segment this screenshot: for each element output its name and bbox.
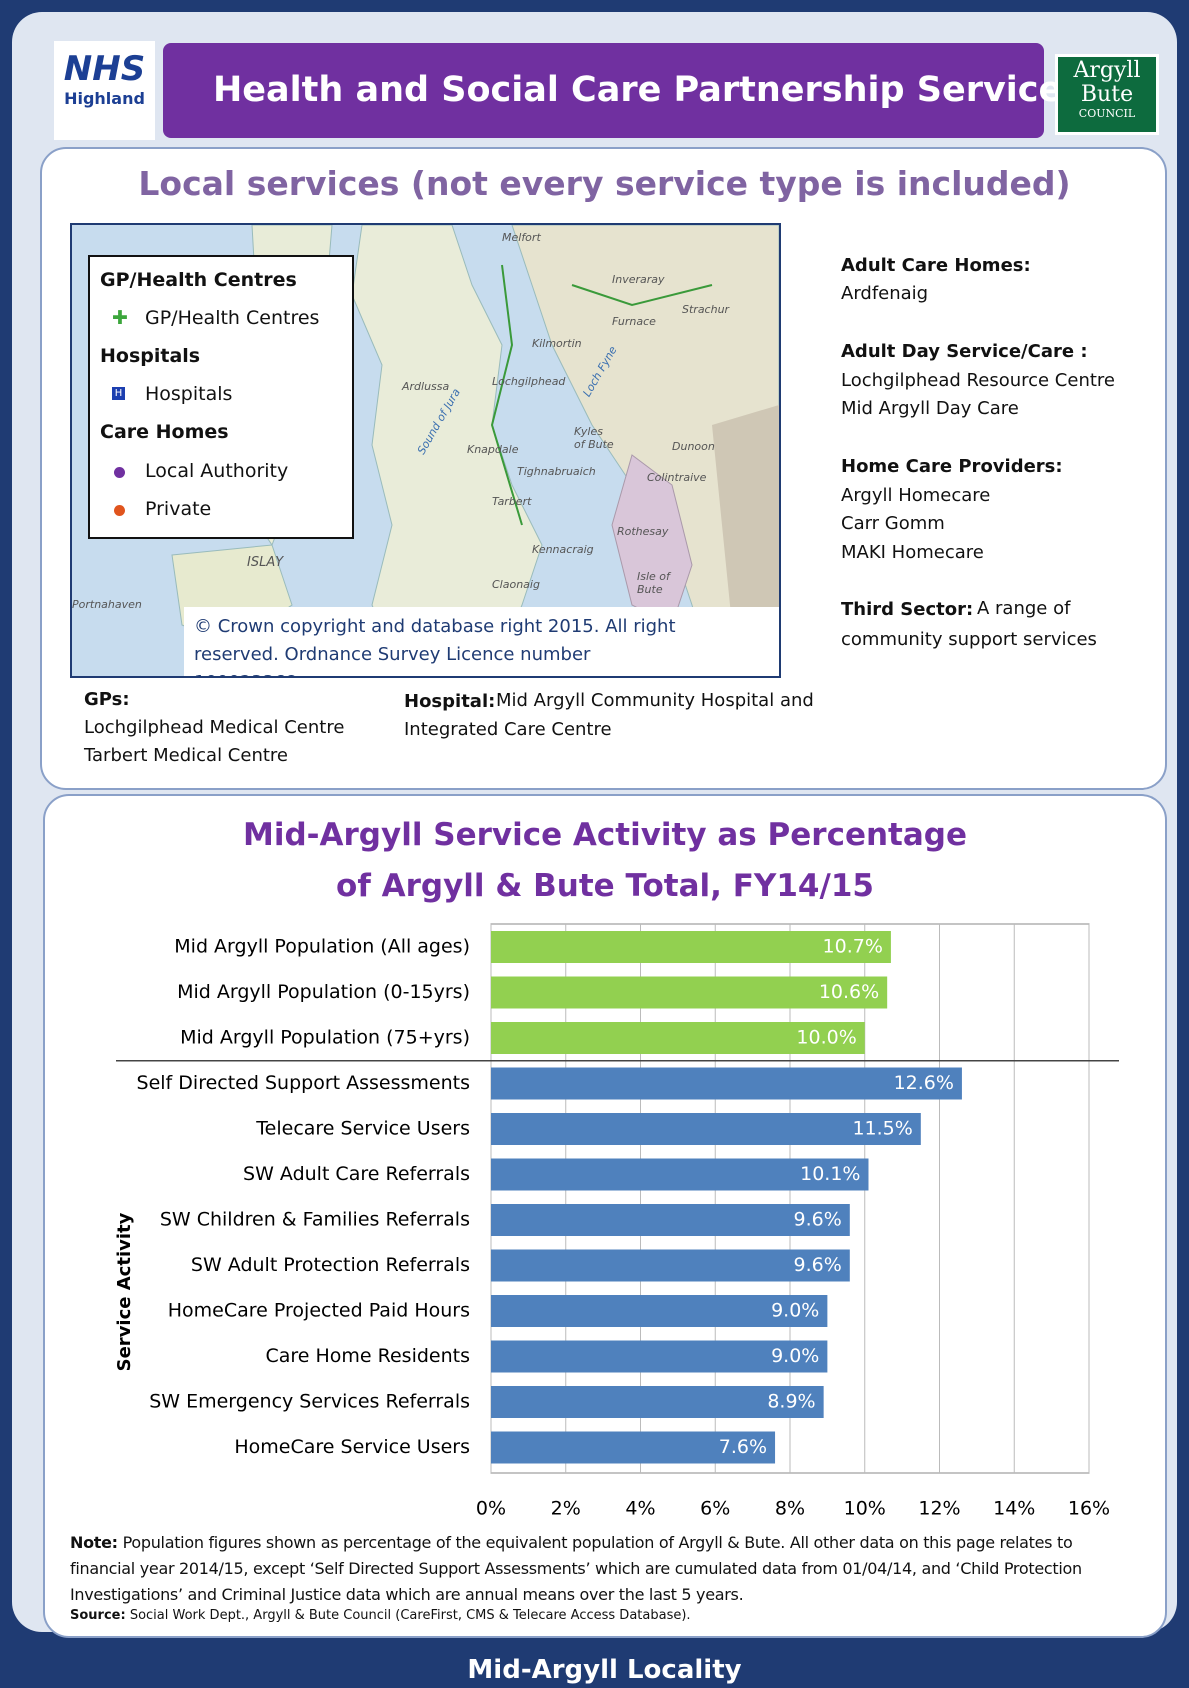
legend-item: Local Authority bbox=[145, 460, 288, 482]
chart-title: Mid-Argyll Service Activity as Percentag… bbox=[235, 810, 975, 912]
map-label: Colintraive bbox=[647, 471, 706, 484]
map-label: Kilmortin bbox=[532, 337, 582, 350]
map-legend: GP/Health Centres ✚ GP/Health Centres Ho… bbox=[88, 255, 354, 539]
map-label: Kyles of Bute bbox=[574, 425, 614, 451]
source: Source: Social Work Dept., Argyll & Bute… bbox=[70, 1608, 691, 1623]
nhs-logo: NHS Highland bbox=[54, 41, 155, 140]
map-label: Strachur bbox=[682, 303, 729, 316]
service-item: Lochgilphead Medical Centre bbox=[84, 717, 344, 738]
map-label: Ardlussa bbox=[402, 380, 449, 393]
footer: Mid-Argyll Locality bbox=[0, 1655, 1189, 1685]
legend-icon bbox=[114, 505, 125, 516]
map-label: Tarbert bbox=[492, 495, 531, 508]
page: NHS Highland Health and Social Care Part… bbox=[0, 0, 1189, 1688]
council-text: Bute bbox=[1058, 83, 1156, 107]
service-item: Carr Gomm bbox=[841, 513, 945, 534]
map-label: ISLAY bbox=[247, 555, 283, 570]
copyright-box: © Crown copyright and database right 201… bbox=[184, 607, 779, 676]
map: Melfort Inveraray Furnace Strachur Kilmo… bbox=[70, 223, 781, 678]
map-label: Claonaig bbox=[492, 578, 540, 591]
service-item: Lochgilphead Resource Centre bbox=[841, 370, 1115, 391]
map-label: Rothesay bbox=[617, 525, 668, 538]
map-label: Knapdale bbox=[467, 443, 518, 456]
map-label: Melfort bbox=[502, 231, 541, 244]
council-logo: Argyll Bute COUNCIL bbox=[1055, 54, 1159, 135]
header-bar: Health and Social Care Partnership Servi… bbox=[163, 43, 1044, 138]
source-text: Social Work Dept., Argyll & Bute Council… bbox=[130, 1608, 691, 1623]
nhs-text: NHS bbox=[54, 49, 155, 89]
map-label: Lochgilphead bbox=[492, 375, 565, 388]
service-heading: Adult Day Service/Care : bbox=[841, 341, 1088, 362]
copyright: © Crown copyright and database right 201… bbox=[184, 607, 704, 678]
section-title: Local services (not every service type i… bbox=[0, 164, 1189, 203]
note: Note: Population figures shown as percen… bbox=[70, 1530, 1140, 1608]
header-title: Health and Social Care Partnership Servi… bbox=[163, 43, 1044, 138]
map-label: Dunoon bbox=[672, 440, 715, 453]
service-heading: Adult Care Homes: bbox=[841, 255, 1031, 276]
legend-icon: ✚ bbox=[112, 307, 128, 329]
map-label: Tighnabruaich bbox=[517, 465, 596, 478]
service-item: MAKI Homecare bbox=[841, 542, 984, 563]
service-item: Tarbert Medical Centre bbox=[84, 745, 288, 766]
nhs-sub: Highland bbox=[54, 89, 155, 108]
council-text: Argyll bbox=[1058, 59, 1156, 83]
map-label: Inveraray bbox=[612, 273, 665, 286]
map-label: Portnahaven bbox=[72, 598, 142, 611]
source-heading: Source: bbox=[70, 1608, 126, 1623]
chart-panel bbox=[43, 794, 1167, 1638]
council-text: COUNCIL bbox=[1058, 107, 1156, 120]
legend-item: Private bbox=[145, 498, 211, 520]
legend-heading: Hospitals bbox=[100, 345, 200, 367]
legend-heading: Care Homes bbox=[100, 421, 229, 443]
legend-icon: H bbox=[112, 387, 125, 400]
note-text: Population figures shown as percentage o… bbox=[70, 1533, 1082, 1604]
service-text: Mid Argyll Community Hospital and Integr… bbox=[404, 686, 824, 744]
note-heading: Note: bbox=[70, 1533, 118, 1552]
map-label: Kennacraig bbox=[532, 543, 594, 556]
service-heading: GPs: bbox=[84, 689, 130, 710]
legend-item: GP/Health Centres bbox=[145, 307, 319, 329]
service-text: A range of community support services bbox=[841, 593, 1131, 655]
service-heading: Home Care Providers: bbox=[841, 456, 1063, 477]
service-item: Argyll Homecare bbox=[841, 485, 990, 506]
service-item: Mid Argyll Day Care bbox=[841, 398, 1019, 419]
legend-icon bbox=[114, 467, 125, 478]
map-label: Furnace bbox=[612, 315, 656, 328]
service-item: Ardfenaig bbox=[841, 283, 928, 304]
legend-heading: GP/Health Centres bbox=[100, 269, 297, 291]
legend-item: Hospitals bbox=[145, 383, 232, 405]
map-label: Isle of Bute bbox=[637, 570, 677, 596]
